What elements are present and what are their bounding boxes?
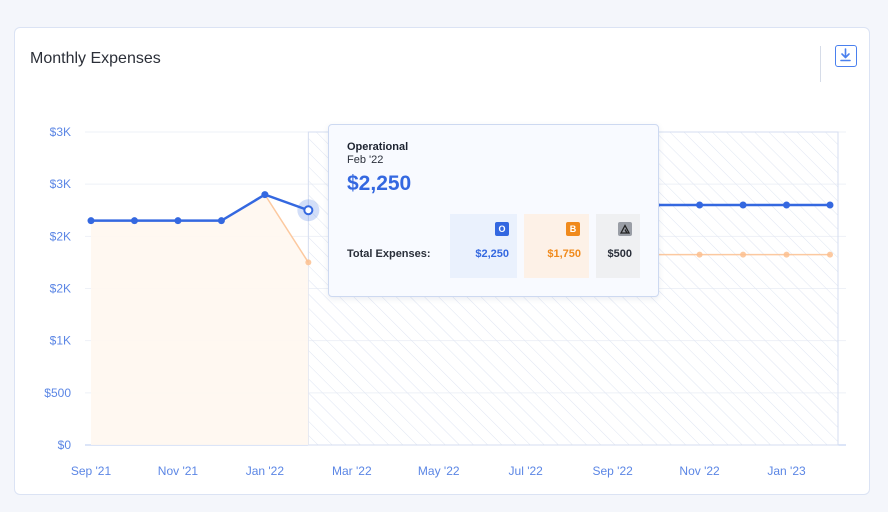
header-divider (820, 46, 821, 82)
data-point (174, 217, 182, 225)
x-tick-label: Nov '21 (158, 464, 199, 478)
tooltip-col-difference: $500 (596, 214, 640, 278)
amount-operational: $2,250 (475, 248, 509, 260)
x-tick-label: Jul '22 (509, 464, 544, 478)
amount-b: $1,750 (547, 248, 581, 260)
tooltip-col-b: B $1,750 (524, 214, 589, 278)
highlight-point (303, 205, 314, 216)
x-tick-label: Nov '22 (679, 464, 720, 478)
amount-difference: $500 (607, 248, 632, 260)
delta-badge (618, 222, 632, 236)
x-tick-label: Mar '22 (332, 464, 372, 478)
tooltip-row-label: Total Expenses: (347, 248, 431, 260)
tooltip-col-operational: O $2,250 (450, 214, 517, 278)
x-tick-label: Jan '22 (246, 464, 285, 478)
series-lines (87, 191, 834, 266)
y-tick-label: $3K (50, 125, 71, 139)
x-tick-label: Jan '23 (767, 464, 806, 478)
data-point (696, 201, 704, 209)
y-tick-label: $500 (44, 386, 71, 400)
series-area-fill (91, 194, 309, 445)
download-button[interactable] (835, 45, 857, 67)
data-point (783, 251, 790, 258)
x-tick-label: Sep '21 (71, 464, 112, 478)
y-tick-label: $2K (50, 229, 71, 243)
tooltip-date: Feb '22 (347, 154, 384, 166)
data-point (696, 251, 703, 258)
x-tick-label: Sep '22 (592, 464, 633, 478)
y-tick-label: $1K (50, 334, 71, 348)
data-point (130, 217, 138, 225)
y-tick-label: $2K (50, 282, 71, 296)
download-icon (840, 48, 851, 62)
series-line (91, 193, 309, 222)
data-point (740, 251, 747, 258)
delta-icon (619, 224, 631, 234)
data-point (826, 201, 834, 209)
tooltip-value: $2,250 (347, 172, 412, 195)
data-point (217, 217, 225, 225)
chart-tooltip: Operational Feb '22 $2,250 Total Expense… (328, 124, 659, 297)
data-point (261, 191, 269, 199)
card-title: Monthly Expenses (30, 50, 161, 67)
data-point (783, 201, 791, 209)
tooltip-series: Operational (347, 141, 409, 153)
y-tick-label: $3K (50, 177, 71, 191)
y-tick-label: $0 (58, 438, 72, 452)
axis-ticks: $0 $500 $1K $2K $2K $3K $3K Sep '21 Nov '21 Jan '… (44, 125, 806, 478)
data-point (739, 201, 747, 209)
data-point (87, 217, 95, 225)
data-point (827, 251, 833, 258)
badge-b: B (566, 222, 580, 236)
badge-o: O (495, 222, 509, 236)
data-point (305, 259, 312, 266)
x-tick-label: May '22 (418, 464, 460, 478)
